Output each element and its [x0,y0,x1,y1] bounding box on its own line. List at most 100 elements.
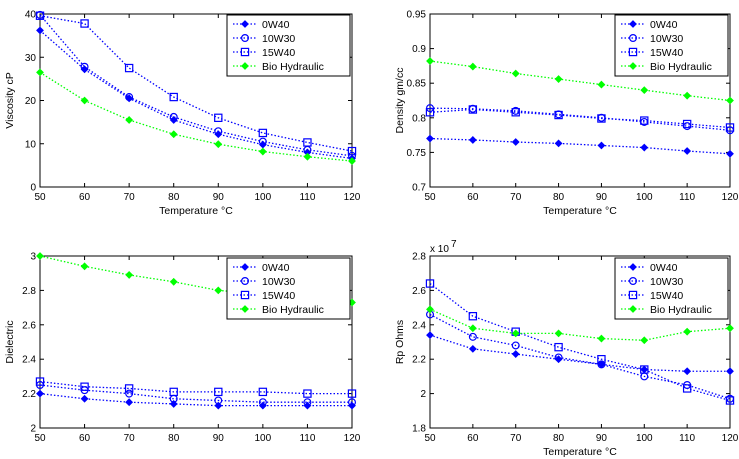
legend-marker [241,33,250,42]
legend-marker [241,263,249,271]
legend-label: 15W40 [650,290,683,302]
data-point [511,329,520,338]
legend-item: Bio Hydraulic [233,304,324,316]
data-point [597,80,606,89]
y-tick-label: 2.4 [22,355,36,366]
legend-item: 10W30 [233,33,295,45]
data-point [80,96,89,105]
y-axis-label: Viscosity cP [4,72,16,128]
series-15w40 [425,279,735,405]
legend-label: 10W30 [650,276,683,288]
x-tick-label: 80 [553,192,565,203]
y-tick-label: 3 [30,252,36,263]
legend-item: 15W40 [233,47,295,59]
y-tick-label: 20 [25,96,37,107]
y-axis-label: Rp Ohms [394,320,406,364]
data-point [726,324,734,333]
series-line [429,334,730,372]
series-line [429,308,731,341]
legend-label: Bio Hydraulic [262,61,324,73]
data-point [348,398,357,407]
legend-label: 0W40 [650,19,678,31]
legend-label: 0W40 [650,262,678,274]
data-point [468,105,478,114]
y-tick-label: 2.2 [22,389,36,400]
legend-marker [629,263,637,271]
data-point [682,384,692,393]
x-tick-label: 60 [79,192,91,203]
legend-marker [628,277,637,286]
data-point [726,367,734,376]
legend-marker [628,33,637,42]
data-point [511,350,520,358]
x-tick-label: 110 [679,192,695,203]
data-point [124,63,134,73]
legend-item: 0W40 [233,19,290,31]
x-tick-label: 120 [722,192,739,203]
data-point [554,75,563,83]
data-point [468,332,477,341]
data-point [258,128,268,138]
data-point [214,140,223,149]
x-tick-label: 50 [34,433,46,444]
legend-label: 15W40 [262,290,295,302]
y-tick-label: 2.8 [412,252,426,263]
x-tick-label: 70 [510,192,522,203]
legend-item: 10W30 [233,276,295,288]
data-point [554,329,563,338]
data-point [303,398,312,407]
data-point [597,334,606,343]
data-point [347,389,357,398]
data-point [214,396,223,405]
data-point [683,147,692,155]
legend-marker [240,290,250,300]
x-tick-label: 70 [510,433,522,444]
series-line [429,137,731,155]
data-point [125,389,134,398]
data-point [683,91,692,100]
legend-label: 10W30 [262,33,295,45]
series-bio-hydraulic [426,57,734,105]
legend-label: 0W40 [262,19,290,31]
x-tick-label: 70 [124,433,136,444]
data-point [214,286,223,295]
data-point [468,312,478,321]
legend-item: 0W40 [233,262,290,274]
legend-marker [628,290,638,300]
data-point [511,341,520,350]
legend-label: 10W30 [650,33,683,45]
series-0w40 [36,26,356,163]
data-point [303,389,312,398]
x-tick-label: 90 [213,433,225,444]
data-point [554,139,563,148]
x-tick-label: 120 [344,433,361,444]
x-tick-label: 110 [679,433,695,444]
data-point [214,387,223,397]
data-point [468,324,477,333]
y-tick-label: 0.9 [412,44,426,55]
x-tick-label: 70 [124,192,136,203]
legend-item: 0W40 [621,19,678,31]
data-point [511,69,520,78]
data-point [640,336,649,345]
data-point [726,96,734,105]
y-tick-label: 0.95 [407,10,427,21]
series-15w40 [35,11,357,156]
legend-label: 10W30 [262,276,295,288]
y-axis-label: Dielectric [4,320,16,363]
x-axis-label: Temperature °C [159,205,233,217]
x-tick-label: 100 [636,192,653,203]
x-tick-label: 110 [299,192,315,203]
data-point [169,130,178,139]
legend-item: 0W40 [621,262,678,274]
legend-marker [240,47,250,57]
y-tick-label: 0.8 [412,113,426,124]
data-point [80,19,89,28]
legend-marker [241,62,249,70]
data-point [214,127,223,136]
data-point [36,389,44,398]
x-tick-label: 120 [722,433,739,444]
legend-label: Bio Hydraulic [650,304,712,316]
x-axis-label: Temperature °C [543,205,617,217]
